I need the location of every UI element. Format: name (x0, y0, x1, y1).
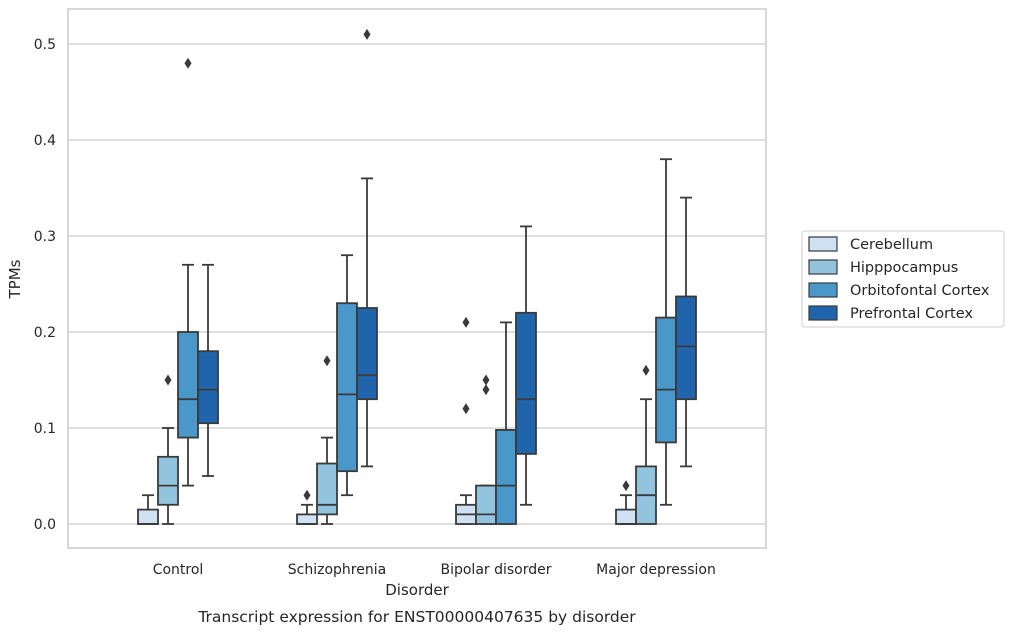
box-prefrontal-cortex (515, 225, 537, 506)
box-body (655, 316, 677, 444)
y-tick-label: 0.4 (34, 133, 56, 149)
y-tick-label: 0.5 (34, 37, 56, 53)
outlier-point (462, 316, 470, 328)
box-orbitofontal-cortex (177, 57, 199, 487)
outlier-point (164, 374, 172, 386)
y-axis-label: TPMs (6, 259, 24, 299)
box-body (356, 307, 378, 401)
box-prefrontal-cortex (197, 263, 219, 477)
legend-swatch (808, 259, 838, 275)
outlier-point (363, 28, 371, 40)
outlier-point (184, 57, 192, 69)
box-prefrontal-cortex (675, 196, 697, 468)
box-body (336, 302, 358, 473)
outlier-point (642, 364, 650, 376)
box-body (157, 455, 179, 506)
x-tick-label: Bipolar disorder (440, 562, 551, 578)
box-hipppocampus (316, 355, 338, 525)
outlier-point (323, 355, 331, 367)
chart-caption: Transcript expression for ENST0000040763… (197, 608, 636, 626)
box-hipppocampus (157, 374, 179, 525)
box-body (316, 462, 338, 516)
box-body (515, 311, 537, 455)
x-tick-label: Schizophrenia (288, 562, 386, 578)
legend-swatch (808, 236, 838, 252)
outlier-point (303, 489, 311, 501)
legend-label: Orbitofontal Cortex (850, 283, 990, 299)
y-axis-ticks: 0.0 0.1 0.2 0.3 0.4 0.5 (34, 37, 56, 533)
box-orbitofontal-cortex (495, 321, 517, 525)
outlier-point (622, 480, 630, 492)
box-body (296, 513, 318, 525)
box-body (177, 331, 199, 439)
x-tick-label: Control (153, 562, 204, 578)
legend-frame (801, 230, 1005, 328)
outlier-point (482, 384, 490, 396)
x-tick-label: Major depression (596, 562, 716, 578)
y-tick-label: 0.2 (34, 325, 56, 341)
box-groups (137, 28, 697, 525)
x-axis-ticks: Control Schizophrenia Bipolar disorder Majo… (153, 562, 716, 578)
outlier-point (462, 403, 470, 415)
box-orbitofontal-cortex (336, 254, 358, 497)
y-tick-label: 0.1 (34, 421, 56, 437)
box-hipppocampus (475, 374, 497, 525)
box-body (475, 484, 497, 525)
x-axis-label: Disorder (385, 581, 449, 599)
box-body (197, 350, 219, 425)
box-body (137, 508, 159, 525)
box-body (675, 295, 697, 401)
y-tick-label: 0.0 (34, 517, 56, 533)
legend: Cerebellum Hipppocampus Orbitofontal Corte… (801, 230, 1005, 328)
y-tick-label: 0.3 (34, 229, 56, 245)
box-cerebellum (615, 480, 637, 525)
legend-swatch (808, 282, 838, 298)
box-cerebellum (455, 316, 477, 525)
legend-swatch (808, 305, 838, 321)
box-prefrontal-cortex (356, 28, 378, 468)
legend-label: Cerebellum (850, 237, 933, 253)
legend-label: Hipppocampus (850, 260, 958, 276)
box-body (615, 508, 637, 525)
legend-label: Prefrontal Cortex (850, 306, 973, 322)
plot-frame (67, 8, 767, 549)
box-hipppocampus (635, 364, 657, 525)
box-cerebellum (137, 494, 159, 525)
box-cerebellum (296, 489, 318, 525)
box-orbitofontal-cortex (655, 158, 677, 506)
box-body (495, 429, 517, 525)
outlier-point (482, 374, 490, 386)
grid-lines (68, 43, 766, 525)
